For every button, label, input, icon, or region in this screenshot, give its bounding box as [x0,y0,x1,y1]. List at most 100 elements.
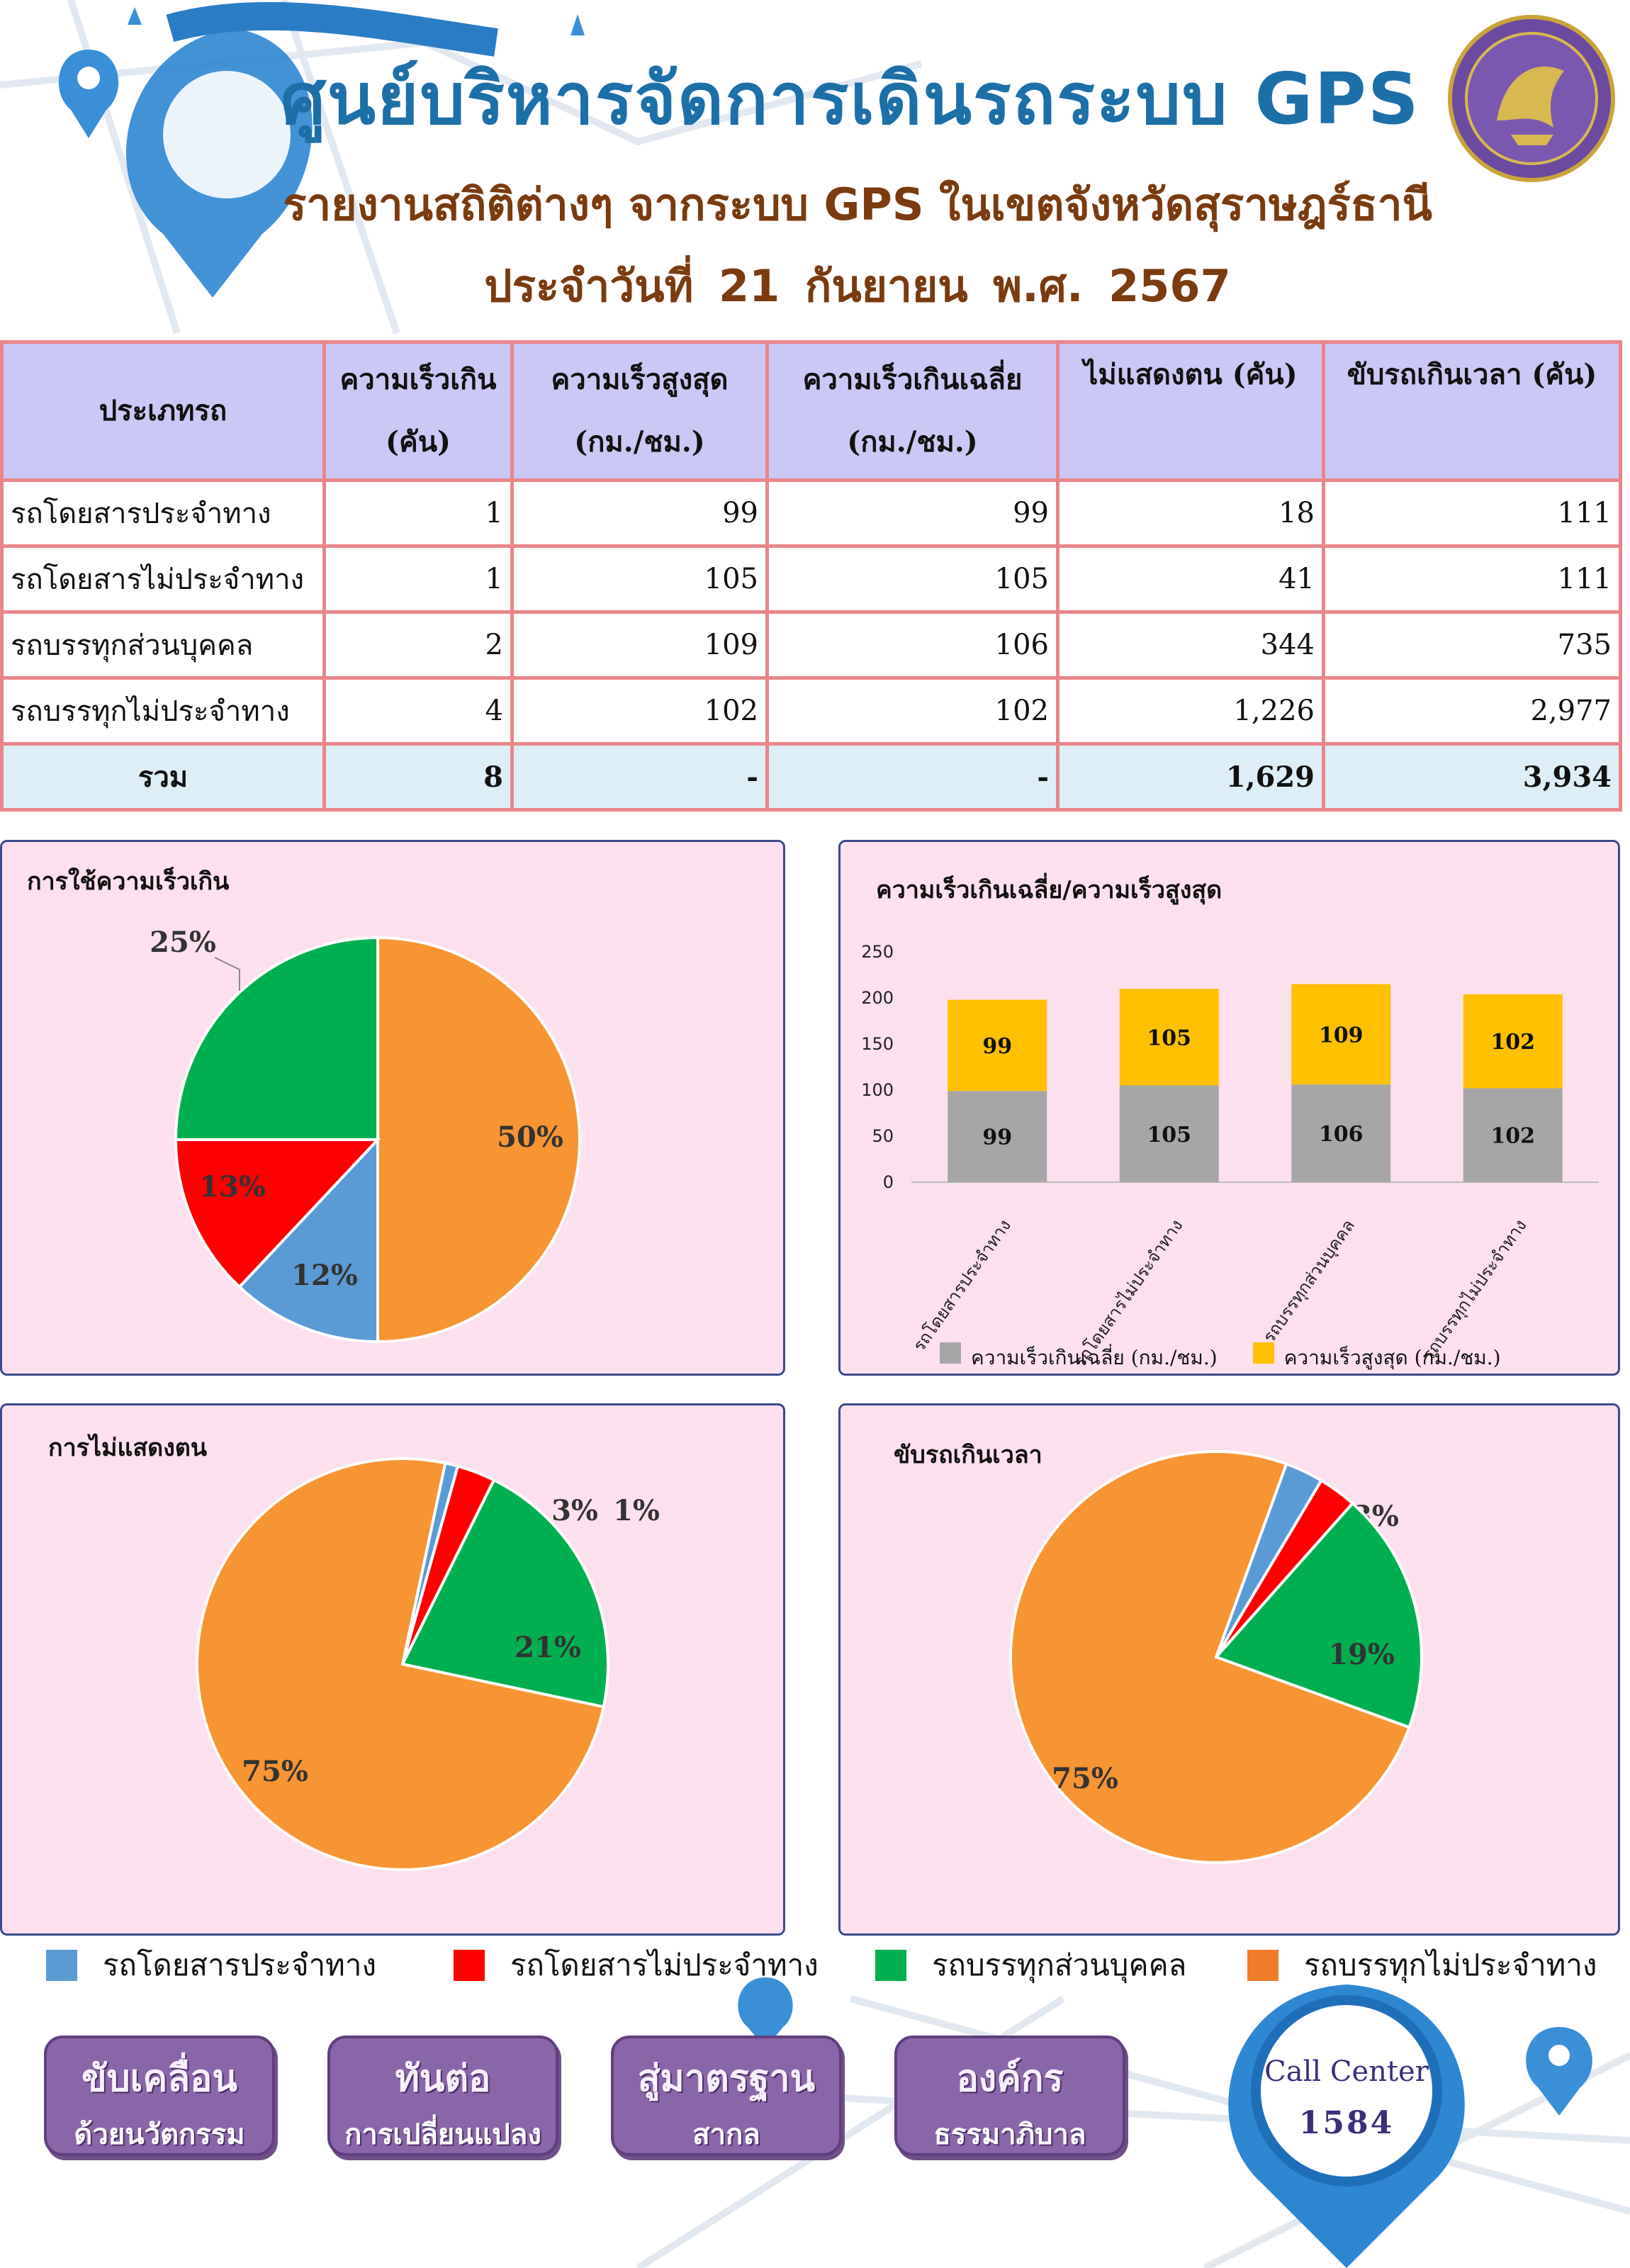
bar-data-label: 106 [1319,1122,1364,1147]
chart-title: การไม่แสดงตน [48,1434,208,1462]
bar-data-label: 109 [1319,1023,1364,1048]
table-cell: 344 [1056,610,1325,680]
table-cell: รถโดยสารประจำทาง [0,478,326,548]
legend-swatch [454,1950,485,1981]
location-pin-large-icon [125,1,498,298]
table-cell: รถบรรทุกส่วนบุคคล [0,610,326,680]
table-cell: 4 [322,676,514,746]
button-line2: สากล [692,2118,760,2151]
bar-data-label: 105 [1147,1123,1191,1147]
table-cell: 99 [510,478,769,548]
overtime-pie-chart: 3%3%19%75% [1009,1450,1423,1864]
statistics-table: ประเภทรถ ความเร็วเกิน (คัน) ความเร็วสูงส… [0,340,1622,812]
legend-item: รถบรรทุกไม่ประจำทาง [1247,1942,1597,1989]
button-line2: ธรรมาภิบาล [933,2118,1086,2151]
bar-avg-speed [1291,1084,1391,1182]
report-date: ประจำวันที่ 21 กันยายน พ.ศ. 2567 [484,260,1231,312]
table-cell: 1 [322,544,514,614]
governance-button[interactable]: องค์กร ธรรมาภิบาล [894,2036,1125,2156]
table-cell: 735 [1322,610,1622,680]
overtime-pie-panel: ขับรถเกินเวลา 3%3%19%75% [838,1403,1620,1936]
no-identity-pie-panel: การไม่แสดงตน 1% 3% 21% 75% [0,1403,785,1936]
page-title: ศูนย์บริหารจัดการเดินรถระบบ GPS [281,57,1420,140]
table-header-cell: ความเร็วสูงสุด (กม./ชม.) [510,340,769,482]
button-line2: การเปลี่ยนแปลง [344,2118,541,2151]
table-header-cell: ประเภทรถ [0,340,326,482]
legend-label: รถโดยสารไม่ประจำทาง [510,1948,819,1982]
legend-swatch [1247,1950,1278,1981]
call-center-info[interactable]: Call Center 1584 [1247,2055,1446,2141]
table-cell: 111 [1322,478,1622,548]
pie-slice [1009,1450,1412,1864]
standard-button[interactable]: สู่มาตรฐาน สากล [611,2036,842,2156]
button-line1: องค์กร [956,2058,1064,2100]
pie-slice [1213,1501,1423,1729]
pie-data-label: 13% [199,1170,266,1203]
y-tick-label: 200 [861,988,894,1008]
pie-slice [196,1457,606,1871]
table-cell: 106 [765,610,1060,680]
table-header-cell: ไม่แสดงตน (คัน) [1056,340,1325,482]
call-center-badge [1251,1995,1442,2186]
bar-data-label: 99 [982,1125,1012,1150]
table-cell: 102 [510,676,769,746]
bar-legend: ความเร็วเกินเฉลี่ย (กม./ชม.) ความเร็วสูง… [940,1342,1501,1374]
department-seal-logo [1448,15,1615,182]
chart-title: การใช้ความเร็วเกิน [27,868,230,896]
table-row: รถบรรทุกไม่ประจำทาง 4 102 102 1,226 2,97… [0,676,1622,746]
legend-label: รถโดยสารประจำทาง [103,1948,376,1982]
table-cell: 1,629 [1056,742,1325,812]
no-identity-pie-chart: 1% 3% 21% 75% [196,1457,660,1871]
table-cell: 18 [1056,478,1325,548]
x-category-label: รถบรรทุกส่วนบุคคล [1259,1216,1359,1347]
table-cell: รถโดยสารไม่ประจำทาง [0,544,326,614]
speed-bar-panel: ความเร็วเกินเฉลี่ย/ความเร็วสูงสุด 0 50 100… [838,840,1620,1376]
table-cell: - [510,742,769,812]
chart-title: ขับรถเกินเวลา [894,1441,1042,1469]
pie-slice [400,1478,609,1709]
legend-label: รถบรรทุกส่วนบุคคล [932,1948,1187,1982]
bar-max-speed [1119,989,1219,1086]
speed-stacked-bar-chart: 0 50 100 150 200 250 99 99 รถโดยสารประจำทาง 105 10… [861,942,1599,1371]
legend-swatch [46,1950,77,1981]
table-cell: 2,977 [1322,676,1622,746]
leader-line [214,957,240,991]
table-row: รถโดยสารไม่ประจำทาง 1 105 105 41 111 [0,544,1622,614]
pie-data-label: 25% [150,926,216,959]
table-cell: 41 [1056,544,1325,614]
innovation-button[interactable]: ขับเคลื่อน ด้วยนวัตกรรม [44,2036,275,2156]
pie-data-label: 50% [497,1121,563,1154]
y-tick-label: 250 [861,942,894,962]
table-cell: 105 [765,544,1060,614]
table-cell: 99 [765,478,1060,548]
table-row: รถโดยสารประจำทาง 1 99 99 18 111 [0,478,1622,548]
pie-data-label: 75% [242,1755,308,1788]
report-subtitle: รายงานสถิติต่างๆ จากระบบ GPS ในเขตจังหวั… [283,179,1432,230]
table-cell: 105 [510,544,769,614]
table-header-cell: ความเร็วเกิน (คัน) [322,340,514,482]
legend-item: รถโดยสารประจำทาง [46,1942,376,1989]
legend-swatch-max [1252,1342,1274,1364]
pie-data-label: 12% [291,1259,358,1292]
table-cell: 1,226 [1056,676,1325,746]
legend-label: รถบรรทุกไม่ประจำทาง [1304,1948,1597,1982]
speeding-pie-chart: 50% 12% 13% 25% [150,926,581,1344]
bar-avg-speed [948,1091,1047,1182]
button-line1: สู่มาตรฐาน [637,2058,816,2100]
x-category-label: รถโดยสารประจำทาง [909,1216,1015,1355]
legend-label: ความเร็วสูงสุด (กม./ชม.) [1283,1346,1501,1369]
table-cell: 1 [322,478,514,548]
table-header-cell: ความเร็วเกินเฉลี่ย (กม./ชม.) [765,340,1060,482]
table-row: รถบรรทุกส่วนบุคคล 2 109 106 344 735 [0,610,1622,680]
table-cell: - [765,742,1060,812]
bar-data-label: 102 [1490,1030,1535,1055]
call-center-label: Call Center [1264,2055,1429,2088]
table-cell: 3,934 [1322,742,1622,812]
change-button[interactable]: ทันต่อ การเปลี่ยนแปลง [327,2036,558,2156]
y-tick-label: 100 [861,1080,894,1100]
table-header-cell: ขับรถเกินเวลา (คัน) [1322,340,1622,482]
pie-data-label: 1% [613,1494,660,1527]
pie-data-label: 3% [551,1494,598,1527]
bar-data-label: 99 [982,1034,1012,1059]
bar-data-label: 105 [1147,1026,1191,1050]
